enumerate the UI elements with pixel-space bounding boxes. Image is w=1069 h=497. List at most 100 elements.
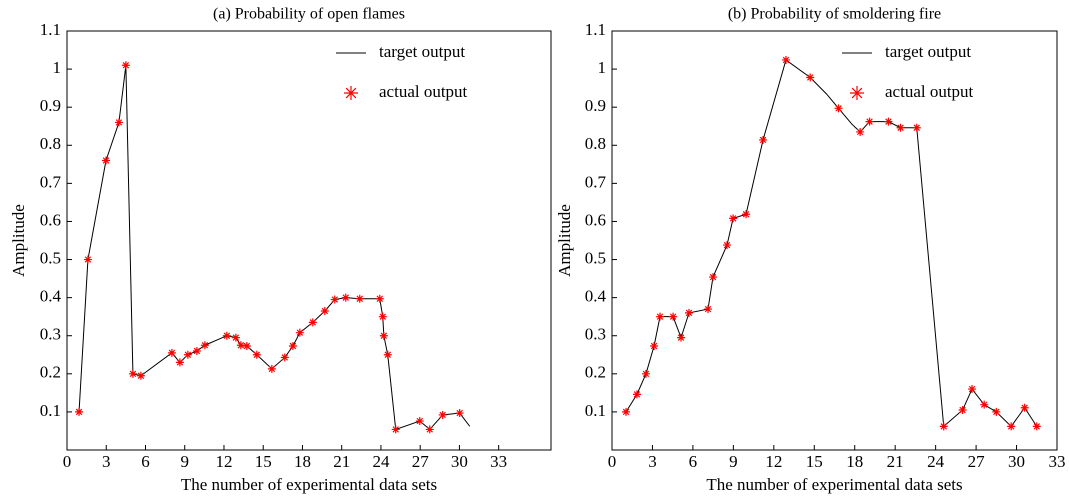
- x-tick-label: 21: [333, 452, 350, 471]
- actual-marker: [136, 371, 145, 380]
- actual-marker: [684, 308, 693, 317]
- y-tick-label: 1.1: [40, 20, 61, 39]
- x-tick-label: 30: [1008, 452, 1025, 471]
- x-tick-label: 15: [806, 452, 823, 471]
- actual-marker: [622, 407, 631, 416]
- x-axis-label: The number of experimental data sets: [181, 475, 437, 494]
- y-tick-label: 0.6: [40, 210, 61, 229]
- actual-marker: [83, 255, 92, 264]
- x-tick-label: 24: [927, 452, 945, 471]
- actual-marker: [856, 127, 865, 136]
- y-tick-label: 0.5: [40, 248, 61, 267]
- actual-marker: [992, 407, 1001, 416]
- actual-marker: [415, 417, 424, 426]
- actual-marker: [252, 350, 261, 359]
- actual-marker: [742, 210, 751, 219]
- actual-marker: [723, 241, 732, 250]
- x-tick-label: 21: [887, 452, 904, 471]
- actual-marker: [632, 390, 641, 399]
- x-tick-label: 0: [608, 452, 617, 471]
- actual-marker: [288, 342, 297, 351]
- actual-marker: [896, 123, 905, 132]
- x-tick-label: 0: [63, 452, 72, 471]
- y-tick-label: 1: [598, 58, 607, 77]
- actual-marker: [958, 406, 967, 415]
- actual-marker: [912, 123, 921, 132]
- actual-marker: [308, 318, 317, 327]
- y-tick-label: 0.8: [40, 134, 61, 153]
- y-axis-label: Amplitude: [555, 204, 574, 277]
- actual-marker: [1007, 422, 1016, 431]
- actual-marker: [980, 400, 989, 409]
- y-tick-label: 0.9: [40, 96, 61, 115]
- actual-marker: [438, 410, 447, 419]
- actual-marker: [669, 312, 678, 321]
- actual-marker: [183, 350, 192, 359]
- plot-frame: [66, 30, 552, 451]
- x-tick-label: 27: [412, 452, 430, 471]
- actual-marker: [375, 294, 384, 303]
- y-tick-label: 0.1: [585, 401, 606, 420]
- actual-marker: [236, 341, 245, 350]
- actual-marker: [656, 312, 665, 321]
- y-tick-label: 0.4: [40, 287, 62, 306]
- x-tick-label: 24: [372, 452, 390, 471]
- actual-marker: [729, 214, 738, 223]
- actual-marker: [806, 73, 815, 82]
- x-tick-label: 12: [215, 452, 232, 471]
- y-tick-label: 0.2: [40, 363, 61, 382]
- x-tick-label: 30: [451, 452, 468, 471]
- legend-label: target output: [885, 42, 971, 61]
- y-tick-label: 1.1: [585, 20, 606, 39]
- target-line: [625, 59, 1038, 428]
- actual-marker: [222, 331, 231, 340]
- actual-marker: [101, 156, 110, 165]
- legend-label: actual output: [885, 82, 974, 101]
- y-tick-label: 1: [53, 58, 62, 77]
- legend-label: actual output: [379, 82, 468, 101]
- actual-marker: [865, 117, 874, 126]
- y-tick-label: 0.9: [585, 96, 606, 115]
- actual-marker: [455, 409, 464, 418]
- actual-marker: [1020, 403, 1029, 412]
- plot-frame: [611, 30, 1058, 451]
- x-tick-label: 18: [294, 452, 311, 471]
- actual-marker: [175, 358, 184, 367]
- actual-marker: [167, 348, 176, 357]
- y-tick-label: 0.7: [585, 172, 607, 191]
- actual-marker: [267, 364, 276, 373]
- x-tick-label: 12: [765, 452, 782, 471]
- actual-marker: [320, 306, 329, 315]
- chart-title: (b) Probability of smoldering fire: [728, 6, 941, 23]
- actual-marker: [425, 425, 434, 434]
- y-tick-label: 0.7: [40, 172, 62, 191]
- actual-marker: [391, 425, 400, 434]
- x-tick-label: 15: [255, 452, 272, 471]
- actual-marker: [939, 422, 948, 431]
- legend-marker: [344, 86, 358, 100]
- y-tick-label: 0.5: [585, 248, 606, 267]
- y-axis-label: Amplitude: [9, 204, 28, 277]
- x-tick-label: 18: [846, 452, 863, 471]
- x-tick-label: 6: [689, 452, 698, 471]
- chart-title: (a) Probability of open flames: [213, 6, 405, 23]
- actual-marker: [280, 353, 289, 362]
- actual-marker: [355, 294, 364, 303]
- actual-marker: [330, 295, 339, 304]
- y-tick-label: 0.6: [585, 210, 606, 229]
- x-tick-label: 3: [102, 452, 111, 471]
- x-tick-label: 33: [1049, 452, 1066, 471]
- y-tick-label: 0.1: [40, 401, 61, 420]
- actual-marker: [650, 342, 659, 351]
- x-axis-label: The number of experimental data sets: [706, 475, 962, 494]
- actual-marker: [383, 350, 392, 359]
- x-tick-label: 27: [968, 452, 986, 471]
- x-tick-label: 6: [141, 452, 150, 471]
- y-tick-label: 0.3: [585, 325, 606, 344]
- actual-marker: [121, 61, 130, 70]
- x-tick-label: 9: [180, 452, 189, 471]
- legend-label: target output: [379, 42, 465, 61]
- actual-marker: [781, 55, 790, 64]
